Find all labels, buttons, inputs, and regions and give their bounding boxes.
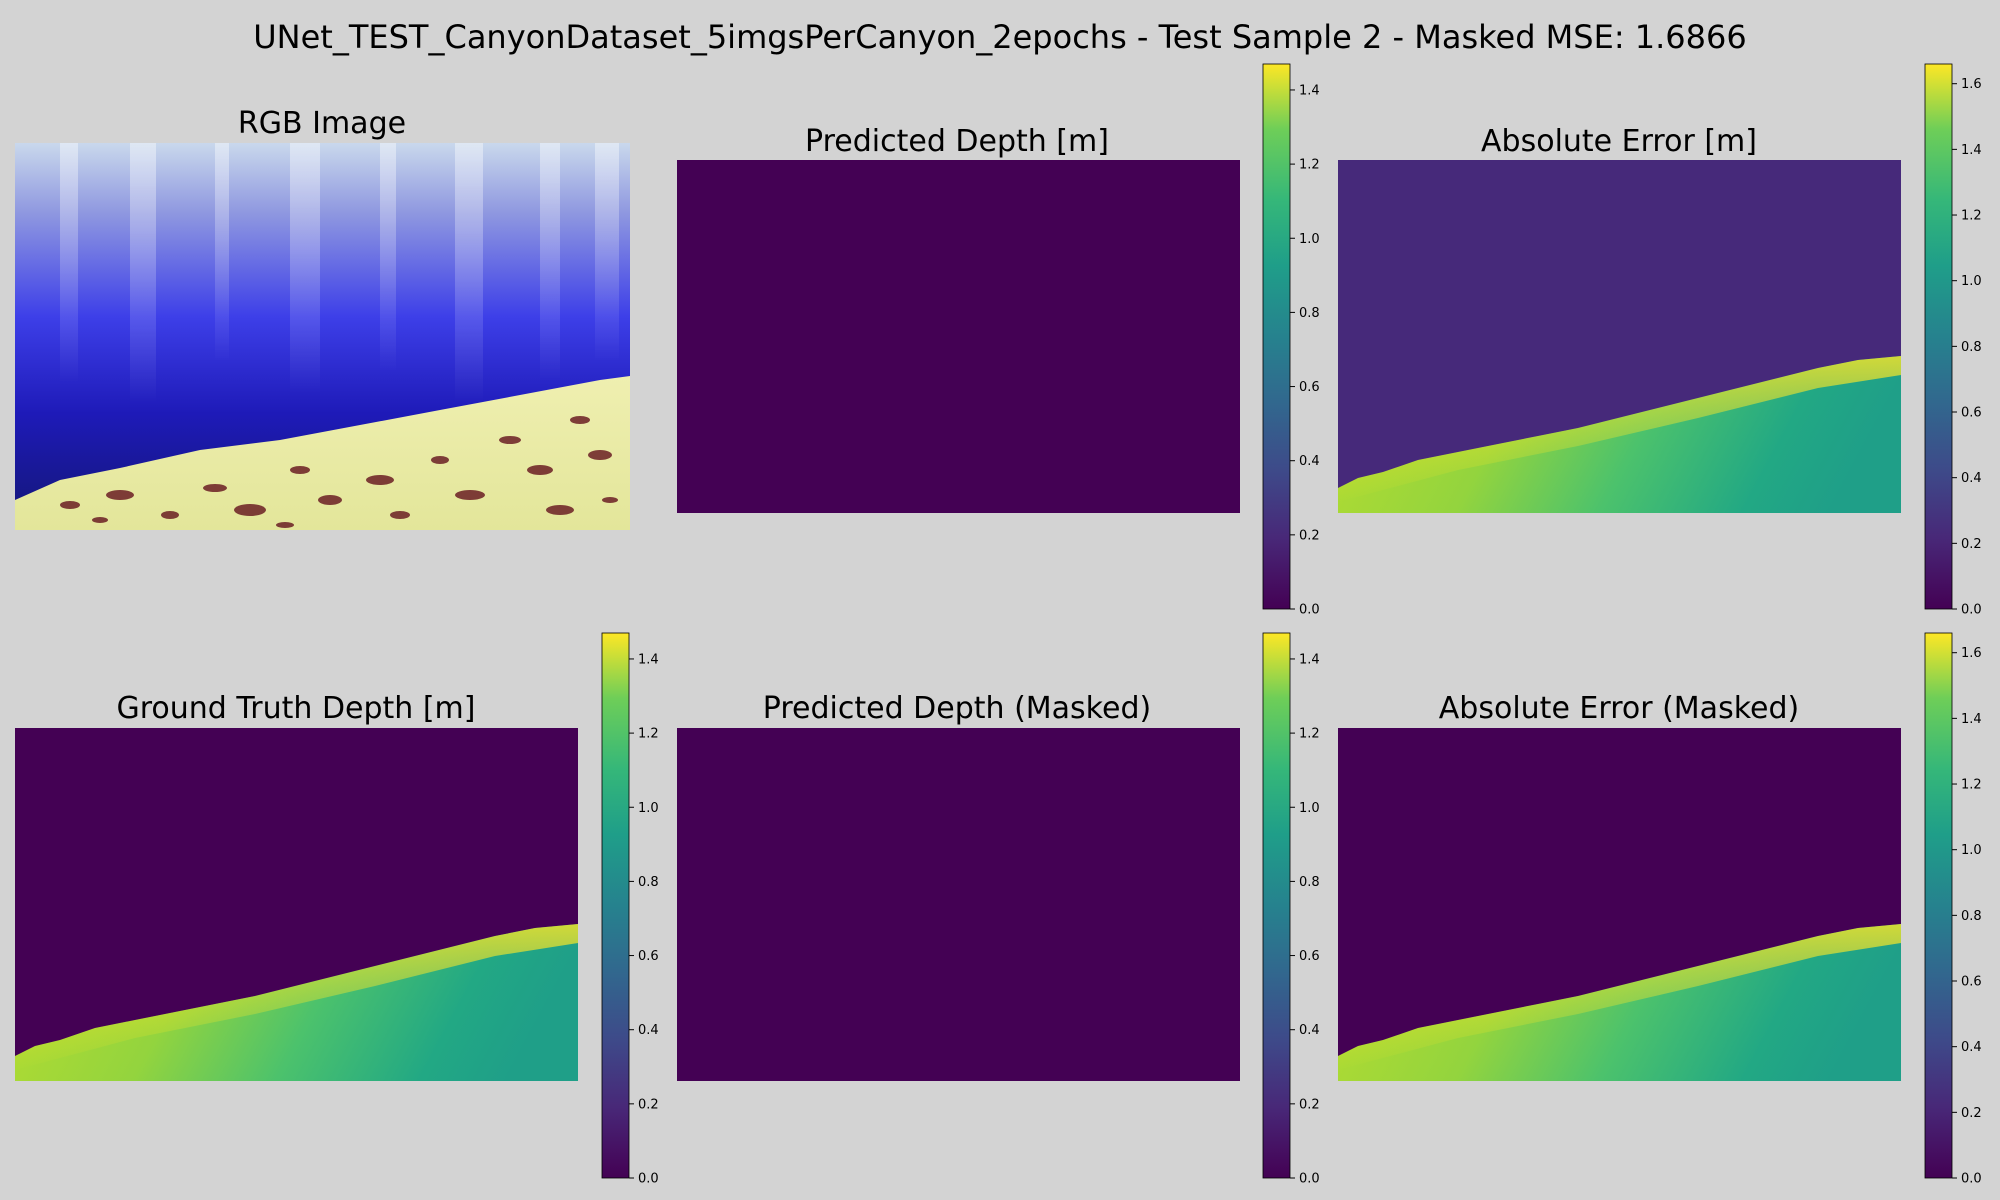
heatmap-constant-zero (677, 728, 1240, 1081)
colorbar-tick-label: 1.4 (1299, 83, 1320, 98)
colorbar-tick-label: 0.6 (1299, 949, 1320, 964)
heatmap-error-seafloor (1338, 356, 1901, 513)
colorbar-tick-label: 0.8 (1299, 306, 1320, 321)
colorbar-tick-label: 1.0 (1961, 843, 1982, 858)
colorbar-tick-label: 0.2 (1299, 528, 1320, 543)
colorbar-tick-label: 0.4 (1961, 471, 1982, 486)
colorbar-tick-label: 0.4 (1299, 1023, 1320, 1038)
heatmap-constant-zero (677, 160, 1240, 513)
figure-suptitle: UNet_TEST_CanyonDataset_5imgsPerCanyon_2… (253, 18, 1746, 56)
colorbar-tick-label: 0.0 (638, 1172, 659, 1187)
colorbar-tick-label: 0.4 (638, 1023, 659, 1038)
colorbar-tick-label: 1.4 (1299, 652, 1320, 667)
colorbar-tick-label: 0.6 (638, 949, 659, 964)
panel-rgb-image: RGB Image (15, 106, 630, 530)
colorbar-predicted-masked: 0.0 0.2 0.4 0.6 0.8 1.0 1.2 1.4 (1262, 632, 1320, 1187)
heatmap-seafloor-depth (15, 924, 578, 1081)
colorbar-tick-label: 1.6 (1961, 77, 1982, 92)
colorbar-tick-label: 0.2 (1961, 537, 1982, 552)
panel-title: Predicted Depth [m] (805, 124, 1109, 159)
panel-absolute-error-masked: Absolute Error (Masked) 0.0 0.2 0.4 0.6 0.8 1… (1338, 632, 1982, 1187)
colorbar-tick-label: 0.0 (1299, 603, 1320, 618)
panel-ground-truth-depth: Ground Truth Depth [m] 0.0 0.2 0.4 0.6 0.8 1.… (15, 632, 659, 1187)
panel-title: Predicted Depth (Masked) (763, 691, 1151, 726)
panel-title: Ground Truth Depth [m] (116, 691, 475, 726)
panel-predicted-depth: Predicted Depth [m] 0.0 0.2 0.4 0.6 0.8 1.0 1.… (677, 63, 1320, 618)
colorbar-absolute-error: 0.0 0.2 0.4 0.6 0.8 1.0 1.2 1.4 1.6 (1924, 63, 1982, 618)
panel-title: Absolute Error (Masked) (1439, 691, 1799, 726)
colorbar-tick-label: 0.8 (1961, 340, 1982, 355)
colorbar-tick-label: 0.8 (638, 875, 659, 890)
colorbar-tick-label: 0.6 (1961, 975, 1982, 990)
colorbar-tick-label: 0.2 (638, 1097, 659, 1112)
panel-predicted-depth-masked: Predicted Depth (Masked) 0.0 0.2 0.4 0.6 0.8… (677, 632, 1320, 1187)
colorbar-tick-label: 1.2 (638, 727, 659, 742)
colorbar-tick-label: 0.4 (1299, 454, 1320, 469)
colorbar-tick-label: 1.4 (638, 652, 659, 667)
colorbar-tick-label: 1.0 (1961, 274, 1982, 289)
heatmap-error-masked-seafloor (1338, 924, 1901, 1081)
colorbar-tick-label: 0.4 (1961, 1040, 1982, 1055)
colorbar-tick-label: 0.2 (1961, 1106, 1982, 1121)
colorbar-tick-label: 1.4 (1961, 712, 1982, 727)
colorbar-tick-label: 0.0 (1299, 1172, 1320, 1187)
colorbar-tick-label: 1.0 (638, 801, 659, 816)
colorbar-tick-label: 0.8 (1961, 909, 1982, 924)
rgb-underwater-photo (15, 143, 630, 530)
colorbar-tick-label: 1.2 (1299, 158, 1320, 173)
panel-absolute-error: Absolute Error [m] 0.0 0.2 0.4 0.6 0.8 1.0 1.2… (1338, 63, 1982, 618)
colorbar-tick-label: 1.4 (1961, 143, 1982, 158)
colorbar-tick-label: 0.8 (1299, 875, 1320, 890)
colorbar-tick-label: 1.6 (1961, 646, 1982, 661)
colorbar-error-masked: 0.0 0.2 0.4 0.6 0.8 1.0 1.2 1.4 1.6 (1924, 632, 1982, 1187)
colorbar-tick-label: 1.2 (1961, 778, 1982, 793)
panel-title: RGB Image (238, 106, 406, 141)
panel-title: Absolute Error [m] (1481, 124, 1757, 159)
colorbar-tick-label: 1.0 (1299, 232, 1320, 247)
colorbar-tick-label: 1.0 (1299, 801, 1320, 816)
colorbar-tick-label: 1.2 (1299, 727, 1320, 742)
colorbar-tick-label: 0.6 (1961, 406, 1982, 421)
colorbar-predicted-depth: 0.0 0.2 0.4 0.6 0.8 1.0 1.2 1.4 (1262, 63, 1320, 618)
colorbar-tick-label: 1.2 (1961, 209, 1982, 224)
colorbar-tick-label: 0.0 (1961, 603, 1982, 618)
colorbar-tick-label: 0.2 (1299, 1097, 1320, 1112)
colorbar-tick-label: 0.6 (1299, 380, 1320, 395)
colorbar-ground-truth: 0.0 0.2 0.4 0.6 0.8 1.0 1.2 1.4 (601, 632, 659, 1187)
colorbar-tick-label: 0.0 (1961, 1172, 1982, 1187)
